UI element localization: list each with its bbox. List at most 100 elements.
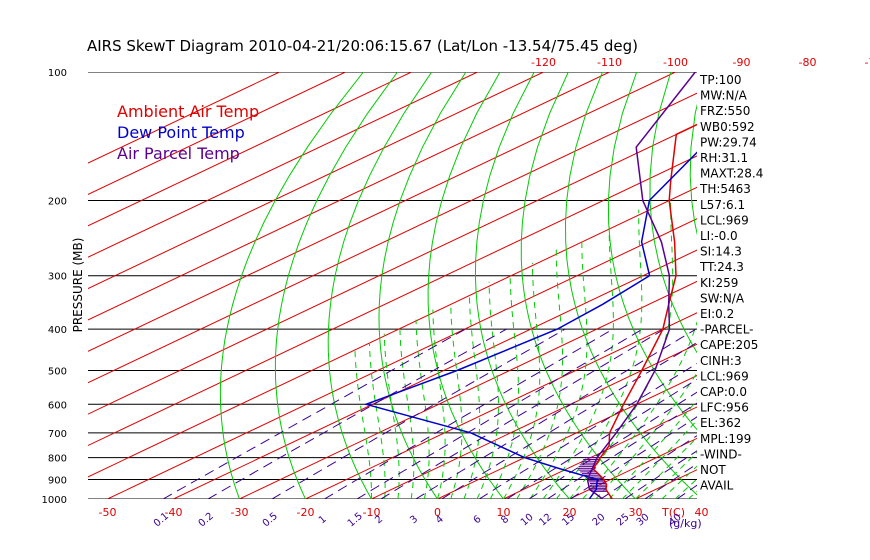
- moist-adiabat-line: [542, 226, 614, 499]
- top-temperature-tick-label: -110: [597, 56, 622, 69]
- chart-title: AIRS SkewT Diagram 2010-04-21/20:06:15.6…: [87, 37, 638, 55]
- moist-adiabat-line: [476, 281, 499, 499]
- sidebar-stat: CINH:3: [700, 354, 742, 368]
- mixing-ratio-line: [624, 450, 697, 499]
- moist-adiabat-line: [595, 372, 697, 499]
- moist-adiabat-line: [661, 465, 697, 499]
- moist-adiabat-line: [582, 320, 697, 499]
- bottom-axis-unit: T(C): [661, 506, 685, 519]
- sidebar-stat: NOT: [700, 463, 726, 477]
- mixing-ratio-tick-label: 3: [408, 514, 420, 527]
- sidebar-stat: PW:29.74: [700, 135, 757, 149]
- sidebar-stat: MAXT:28.4: [700, 167, 763, 181]
- moist-adiabat-line: [635, 436, 697, 499]
- mixing-ratio-line: [207, 328, 507, 499]
- pressure-tick-label: 400: [48, 325, 67, 336]
- sidebar-stat: RH:31.1: [700, 151, 748, 165]
- sidebar-stat: WB0:592: [700, 120, 755, 134]
- mixing-ratio-line: [380, 328, 665, 499]
- bottom-temperature-tick-label: -10: [363, 506, 381, 519]
- mixing-ratio-tick-label: 0.5: [261, 511, 280, 530]
- isotherm-line: [88, 72, 412, 227]
- isotherm-line: [88, 123, 697, 415]
- dry-adiabat-line: [427, 72, 504, 499]
- series-line: [592, 123, 697, 499]
- series-line: [363, 151, 697, 499]
- dry-adiabat-lines: [219, 72, 870, 499]
- pressure-tick-label: 300: [48, 272, 67, 283]
- mixing-ratio-line: [162, 328, 466, 499]
- moist-adiabat-line: [383, 333, 400, 499]
- series-line: [586, 72, 696, 499]
- mixing-ratio-tick-label: 10: [519, 512, 536, 529]
- dry-adiabat-line: [841, 72, 870, 499]
- bottom-temperature-tick-label: -20: [297, 506, 315, 519]
- mixing-ratio-line: [441, 341, 697, 499]
- pressure-tick-label: 100: [48, 68, 67, 79]
- isotherm-line: [88, 72, 676, 352]
- dry-adiabat-line: [219, 72, 364, 499]
- isotherm-line: [834, 72, 870, 499]
- sidebar-stat: -PARCEL-: [700, 323, 754, 337]
- top-temperature-tick-label: -100: [663, 56, 688, 69]
- sidebar-stat: SI:14.3: [700, 245, 742, 259]
- pressure-tick-label: 800: [48, 454, 67, 465]
- dry-adiabat-line: [274, 72, 398, 499]
- dry-adiabat-line: [649, 72, 697, 354]
- mixing-ratio-line: [528, 391, 697, 499]
- legend-entry: Dew Point Temp: [117, 123, 245, 142]
- mixing-ratio-tick-label: 6: [472, 514, 484, 527]
- bottom-temperature-tick-label: 0: [434, 506, 441, 519]
- mixing-ratio-tick-label: 0.2: [197, 511, 216, 530]
- moist-adiabat-line: [450, 304, 463, 499]
- moist-adiabat-line: [621, 419, 697, 499]
- dry-adiabat-line: [327, 72, 433, 499]
- sidebar-stat: TH:5463: [699, 182, 751, 196]
- isotherm-line: [88, 72, 544, 290]
- mixing-ratio-line: [644, 463, 697, 499]
- moist-adiabat-line: [399, 324, 415, 499]
- moist-adiabat-line: [463, 293, 481, 499]
- legend-entry: Air Parcel Temp: [117, 144, 240, 163]
- dry-adiabat-line: [607, 72, 697, 431]
- sidebar-stat: CAPE:205: [700, 338, 758, 352]
- sidebar-stat: FRZ:550: [700, 104, 750, 118]
- bottom-temperature-tick-label: 10: [497, 506, 511, 519]
- mixing-ratio-tick-label: 2: [373, 514, 385, 527]
- sidebar-stat: KI:259: [700, 276, 738, 290]
- isotherm-line: [88, 92, 697, 384]
- isobar-lines: [88, 72, 697, 499]
- dry-adiabat-line: [520, 72, 636, 499]
- isotherm-line: [88, 155, 697, 447]
- top-temperature-tick-label: -70: [865, 56, 870, 69]
- mixing-ratio-tick-label: 1: [317, 514, 329, 527]
- mixing-ratio-unit: (g/kg): [669, 517, 702, 530]
- moist-adiabat-line: [503, 262, 541, 499]
- sounding-series: [363, 72, 697, 499]
- isotherm-line: [503, 406, 697, 499]
- mixing-ratio-tick-label: 8: [499, 514, 511, 527]
- isotherm-line: [173, 249, 697, 499]
- bottom-temperature-tick-label: 30: [629, 506, 643, 519]
- mixing-ratio-lines: [162, 328, 697, 499]
- top-temperature-tick-label: -80: [799, 56, 817, 69]
- mixing-ratio-tick-label: 12: [537, 512, 554, 529]
- plot-area: [88, 72, 870, 499]
- isotherm-line: [107, 218, 697, 499]
- sidebar-stat: TT:24.3: [699, 260, 744, 274]
- bottom-temperature-tick-label: 20: [563, 506, 577, 519]
- isotherm-line: [88, 72, 346, 195]
- mixing-ratio-line: [478, 362, 697, 499]
- bottom-temperature-tick-label: -40: [165, 506, 183, 519]
- sidebar-stat: L57:6.1: [700, 198, 745, 212]
- sidebar-stat: LCL:969: [700, 213, 749, 227]
- bottom-temperature-tick-label: -50: [99, 506, 117, 519]
- mixing-ratio-line: [570, 416, 697, 499]
- isotherm-line: [88, 72, 610, 321]
- isotherm-lines: [88, 72, 870, 499]
- sidebar-stat: LCL:969: [700, 369, 749, 383]
- sidebar-stat: LI:-0.0: [700, 229, 738, 243]
- isotherm-line: [88, 72, 280, 164]
